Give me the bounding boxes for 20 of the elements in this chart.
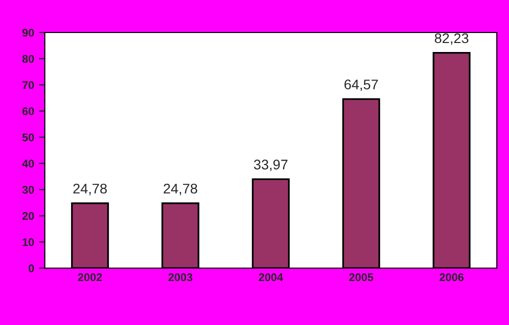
- y-tick-label: 0: [28, 264, 34, 272]
- y-tick-label: 30: [22, 186, 34, 194]
- x-tick-label: 2002: [78, 273, 102, 282]
- y-tick-label: 50: [22, 133, 34, 142]
- data-label: 64,57: [344, 80, 378, 92]
- y-tick-label: 10: [22, 238, 34, 246]
- y-tick-label: 60: [22, 107, 34, 116]
- x-tick-label: 2003: [168, 273, 192, 282]
- y-tick-label: 20: [22, 212, 34, 220]
- y-tick-label: 70: [22, 81, 34, 89]
- data-label: 82,23: [434, 33, 468, 45]
- data-label: 24,78: [73, 184, 107, 196]
- data-label: 33,97: [254, 160, 288, 172]
- x-tick-label: 2005: [349, 273, 374, 282]
- y-tick-label: 90: [22, 28, 34, 37]
- x-tick-label: 2004: [258, 273, 284, 282]
- x-tick-label: 2006: [440, 273, 464, 282]
- data-label: 24,78: [164, 184, 198, 196]
- y-tick-label: 40: [22, 160, 34, 168]
- y-tick-label: 80: [22, 54, 34, 63]
